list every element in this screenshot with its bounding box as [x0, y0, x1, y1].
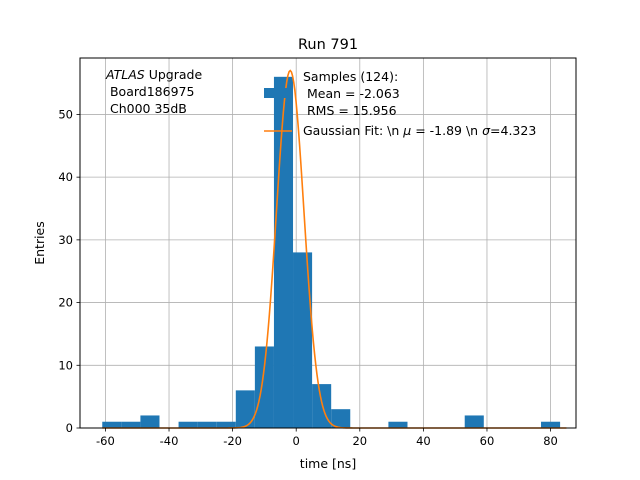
y-axis-label: Entries [32, 221, 47, 265]
legend-fit-mu: μ [402, 123, 411, 138]
annotation-atlas: ATLAS [105, 67, 145, 82]
chart-title: Run 791 [298, 37, 358, 53]
annotation-upgrade: Upgrade [145, 67, 203, 82]
atlas-annotation: ATLAS Upgrade Board186975 Ch000 35dB [105, 67, 202, 116]
x-tick-label: 40 [416, 434, 431, 448]
legend-fit-sigma: σ [482, 123, 491, 138]
y-tick-label: 10 [58, 358, 73, 372]
x-axis-ticks: -60 -40 -20 0 20 40 60 80 [96, 428, 558, 448]
x-tick-label: 80 [543, 434, 558, 448]
histogram-bar [121, 421, 141, 428]
legend-histogram-line: Samples (124): [303, 69, 398, 84]
y-tick-label: 20 [58, 296, 73, 310]
histogram-bar [331, 409, 351, 428]
histogram-bar [388, 421, 408, 428]
histogram-bar [293, 252, 313, 428]
x-tick-label: -40 [160, 434, 179, 448]
legend: Samples (124): Mean = -2.063 RMS = 15.95… [264, 69, 536, 138]
legend-fit-prefix: Gaussian Fit: \n [303, 123, 403, 138]
histogram-bar [197, 421, 217, 428]
legend-fit-mid: = -1.89 \n [411, 123, 482, 138]
histogram-bar [541, 421, 561, 428]
y-tick-label: 40 [58, 170, 73, 184]
legend-fit-suffix: =4.323 [490, 123, 536, 138]
histogram-bar [102, 421, 122, 428]
x-tick-label: 60 [480, 434, 495, 448]
y-tick-label: 50 [58, 107, 73, 121]
y-tick-label: 30 [58, 233, 73, 247]
legend-histogram-swatch [264, 88, 292, 98]
legend-histogram-line: RMS = 15.956 [303, 103, 397, 118]
histogram-bar [178, 421, 198, 428]
x-tick-label: 0 [293, 434, 300, 448]
y-axis-ticks: 0 10 20 30 40 50 [58, 107, 80, 435]
x-axis-label: time [ns] [300, 456, 356, 471]
histogram-bar [235, 390, 255, 428]
annotation-line-1: ATLAS Upgrade [105, 67, 202, 82]
histogram-bar [254, 346, 274, 428]
grid-lines [80, 58, 576, 429]
legend-histogram-label: Samples (124): Mean = -2.063 RMS = 15.95… [303, 69, 400, 118]
histogram-bar [464, 415, 484, 428]
plot-frame [79, 57, 577, 429]
x-tick-label: -20 [223, 434, 242, 448]
x-tick-label: 20 [352, 434, 367, 448]
histogram-bar [216, 421, 236, 428]
annotation-board: Board186975 [106, 84, 194, 99]
annotation-channel: Ch000 35dB [106, 101, 187, 116]
legend-histogram-line: Mean = -2.063 [303, 86, 400, 101]
y-tick-label: 0 [66, 421, 73, 435]
legend-fit-label: Gaussian Fit: \n μ = -1.89 \n σ=4.323 [303, 123, 536, 138]
x-tick-label: -60 [96, 434, 115, 448]
histogram-bar [273, 76, 294, 428]
histogram-bar [140, 415, 160, 428]
